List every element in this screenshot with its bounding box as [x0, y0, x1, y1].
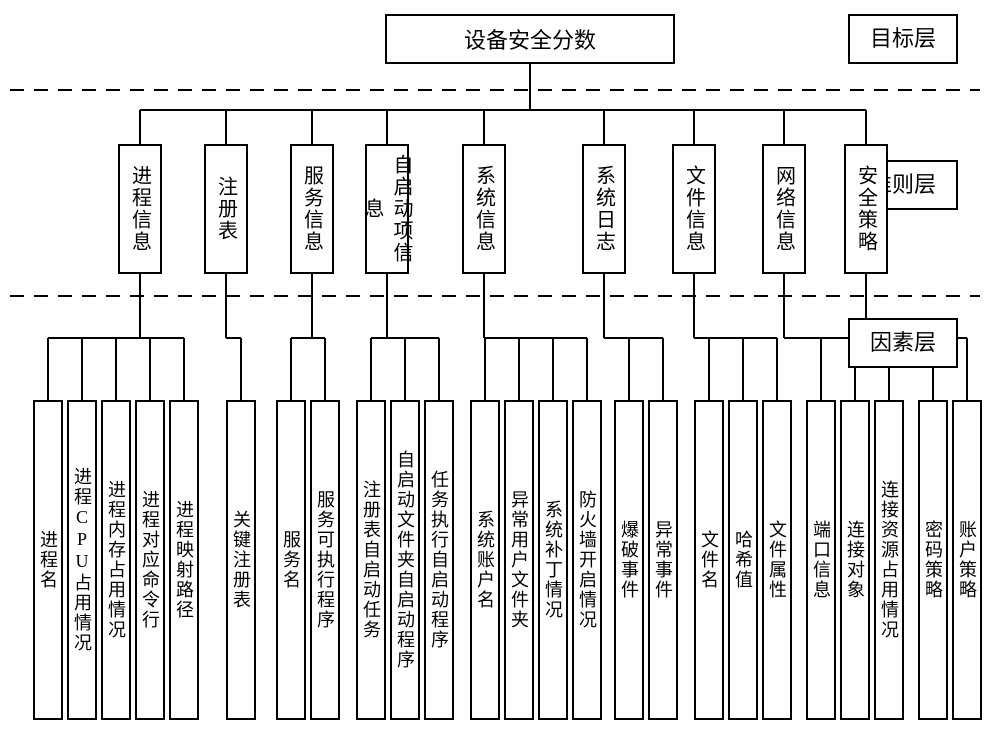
factor-label: 服务可执行程序	[312, 490, 338, 630]
layer-label-factors-text: 因素层	[870, 330, 936, 356]
factor-label: 密码策略	[920, 520, 946, 600]
factor-node: 进程对应命令行	[135, 400, 165, 720]
factor-label: 关键注册表	[228, 510, 254, 610]
criteria-label: 安全策略	[852, 165, 881, 253]
factor-label: 自启动文件夹自启动程序	[392, 450, 418, 670]
layer-label-goal: 目标层	[848, 14, 958, 64]
criteria-node: 系统信息	[462, 144, 506, 274]
factor-node: 爆破事件	[614, 400, 644, 720]
factor-label: 防火墙开启情况	[574, 490, 600, 630]
factor-label: 进程内存占用情况	[103, 480, 129, 640]
factor-node: 文件属性	[762, 400, 792, 720]
factor-label: 进程对应命令行	[137, 490, 163, 630]
factor-node: 密码策略	[918, 400, 948, 720]
factor-node: 文件名	[694, 400, 724, 720]
factor-label: 系统补丁情况	[540, 500, 566, 620]
factor-node: 连接对象	[840, 400, 870, 720]
factor-node: 自启动文件夹自启动程序	[390, 400, 420, 720]
factor-node: 服务可执行程序	[310, 400, 340, 720]
factor-label: 哈希值	[730, 530, 756, 590]
factor-label: 进程名	[35, 530, 61, 590]
criteria-label: 系统日志	[590, 165, 619, 253]
factor-node: 系统账户名	[470, 400, 500, 720]
factor-label: 进程CPU占用情况	[69, 467, 95, 653]
factor-label: 异常事件	[650, 520, 676, 600]
criteria-node: 安全策略	[844, 144, 888, 274]
factor-label: 文件名	[696, 530, 722, 590]
layer-label-factors: 因素层	[848, 318, 958, 368]
criteria-label: 自启动项信息	[358, 146, 416, 272]
criteria-node: 注册表	[204, 144, 248, 274]
layer-label-goal-text: 目标层	[870, 26, 936, 52]
factor-node: 注册表自启动任务	[356, 400, 386, 720]
factor-label: 连接对象	[842, 520, 868, 600]
factor-label: 爆破事件	[616, 520, 642, 600]
factor-label: 注册表自启动任务	[358, 480, 384, 640]
criteria-label: 网络信息	[770, 165, 799, 253]
factor-label: 异常用户文件夹	[506, 490, 532, 630]
criteria-label: 系统信息	[470, 165, 499, 253]
criteria-label: 服务信息	[298, 165, 327, 253]
factor-label: 账户策略	[954, 520, 980, 600]
factor-node: 进程名	[33, 400, 63, 720]
criteria-label: 进程信息	[126, 165, 155, 253]
criteria-node: 网络信息	[762, 144, 806, 274]
factor-node: 异常用户文件夹	[504, 400, 534, 720]
factor-node: 任务执行自启动程序	[424, 400, 454, 720]
factor-label: 进程映射路径	[171, 500, 197, 620]
criteria-label: 注册表	[212, 176, 241, 242]
root-label: 设备安全分数	[464, 23, 596, 55]
factor-node: 哈希值	[728, 400, 758, 720]
criteria-node: 系统日志	[582, 144, 626, 274]
factor-label: 服务名	[278, 530, 304, 590]
factor-label: 连接资源占用情况	[876, 480, 902, 640]
factor-node: 异常事件	[648, 400, 678, 720]
factor-node: 进程内存占用情况	[101, 400, 131, 720]
factor-label: 文件属性	[764, 520, 790, 600]
criteria-node: 自启动项信息	[365, 144, 409, 274]
criteria-label: 文件信息	[680, 165, 709, 253]
factor-node: 关键注册表	[226, 400, 256, 720]
factor-node: 服务名	[276, 400, 306, 720]
factor-node: 进程CPU占用情况	[67, 400, 97, 720]
hierarchy-diagram: 设备安全分数 目标层 准则层 因素层 进程信息注册表服务信息自启动项信息系统信息…	[0, 0, 1000, 747]
factor-label: 任务执行自启动程序	[426, 470, 452, 650]
root-node: 设备安全分数	[385, 14, 675, 64]
factor-node: 系统补丁情况	[538, 400, 568, 720]
factor-node: 连接资源占用情况	[874, 400, 904, 720]
factor-node: 账户策略	[952, 400, 982, 720]
factor-node: 防火墙开启情况	[572, 400, 602, 720]
factor-label: 端口信息	[808, 520, 834, 600]
factor-node: 端口信息	[806, 400, 836, 720]
factor-node: 进程映射路径	[169, 400, 199, 720]
criteria-node: 服务信息	[290, 144, 334, 274]
criteria-node: 文件信息	[672, 144, 716, 274]
criteria-node: 进程信息	[118, 144, 162, 274]
factor-label: 系统账户名	[472, 510, 498, 610]
